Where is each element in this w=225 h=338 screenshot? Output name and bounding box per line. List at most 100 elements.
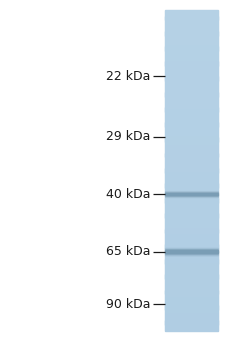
Bar	[165, 276, 218, 278]
Bar	[165, 58, 218, 59]
Bar	[165, 141, 218, 143]
Bar	[165, 82, 218, 84]
Bar	[165, 175, 218, 176]
Bar	[165, 313, 218, 314]
Bar	[165, 138, 218, 140]
Bar	[165, 328, 218, 329]
Bar	[165, 275, 218, 276]
Bar	[165, 327, 218, 328]
Bar	[165, 271, 218, 272]
Bar	[165, 314, 218, 315]
Bar	[165, 249, 218, 251]
Bar	[165, 317, 218, 318]
Bar	[165, 242, 218, 243]
Bar	[165, 151, 218, 152]
Bar	[165, 236, 218, 237]
Bar	[165, 147, 218, 148]
Bar	[165, 72, 218, 73]
Bar	[165, 302, 218, 304]
Bar	[165, 66, 218, 67]
Bar	[165, 160, 218, 161]
Bar	[165, 119, 218, 120]
Bar	[165, 300, 218, 301]
Bar	[165, 18, 218, 20]
Bar	[165, 194, 218, 195]
Bar	[165, 182, 218, 184]
Bar	[165, 74, 218, 75]
Bar	[165, 274, 218, 275]
Bar	[165, 16, 218, 18]
Bar	[165, 230, 218, 232]
Bar	[165, 295, 218, 297]
Bar	[165, 233, 218, 234]
Bar	[165, 25, 218, 26]
Bar	[165, 50, 218, 52]
Bar	[165, 140, 218, 142]
Bar	[165, 192, 218, 193]
Bar	[165, 121, 218, 123]
Bar	[165, 197, 218, 198]
Bar	[165, 286, 218, 287]
Bar	[165, 130, 218, 131]
Bar	[165, 198, 218, 199]
Bar	[165, 301, 218, 302]
Bar	[165, 127, 218, 129]
Bar	[165, 168, 218, 170]
Bar	[165, 114, 218, 115]
Bar	[165, 253, 218, 254]
Bar	[165, 159, 218, 160]
Bar	[165, 150, 218, 151]
Bar	[165, 264, 218, 265]
Bar	[165, 181, 218, 183]
Bar	[165, 112, 218, 113]
Bar	[165, 149, 218, 150]
Bar	[165, 165, 218, 166]
Bar	[165, 40, 218, 41]
Bar	[165, 117, 218, 118]
Bar	[165, 248, 218, 249]
Bar	[165, 62, 218, 64]
Bar	[165, 105, 218, 106]
Bar	[165, 324, 218, 326]
Bar	[165, 101, 218, 102]
Bar	[165, 290, 218, 292]
Bar	[165, 323, 218, 325]
Bar	[165, 167, 218, 169]
Bar	[165, 238, 218, 239]
Bar	[165, 308, 218, 310]
Bar	[165, 136, 218, 138]
Bar	[165, 183, 218, 185]
Bar	[165, 304, 218, 306]
Bar	[165, 316, 218, 317]
Bar	[165, 174, 218, 175]
Bar	[165, 226, 218, 227]
Bar	[165, 163, 218, 164]
Bar	[165, 68, 218, 69]
Bar	[165, 252, 218, 253]
Bar	[165, 19, 218, 21]
Bar	[165, 248, 218, 250]
Bar	[165, 192, 218, 193]
Bar	[165, 195, 218, 196]
Bar	[165, 170, 218, 172]
Bar	[165, 113, 218, 114]
Bar	[165, 203, 218, 205]
Bar	[165, 153, 218, 155]
Bar	[165, 319, 218, 320]
Bar	[165, 161, 218, 162]
Bar	[165, 212, 218, 214]
Bar	[165, 148, 218, 149]
Bar	[165, 219, 218, 220]
Bar	[165, 59, 218, 61]
Bar	[165, 201, 218, 203]
Bar	[165, 158, 218, 159]
Bar	[165, 83, 218, 85]
Bar	[165, 107, 218, 108]
Bar	[165, 180, 218, 182]
Bar	[165, 321, 218, 323]
Bar	[165, 191, 218, 192]
Bar	[165, 270, 218, 271]
Bar	[165, 191, 218, 192]
Bar	[165, 191, 218, 192]
Bar	[165, 99, 218, 100]
